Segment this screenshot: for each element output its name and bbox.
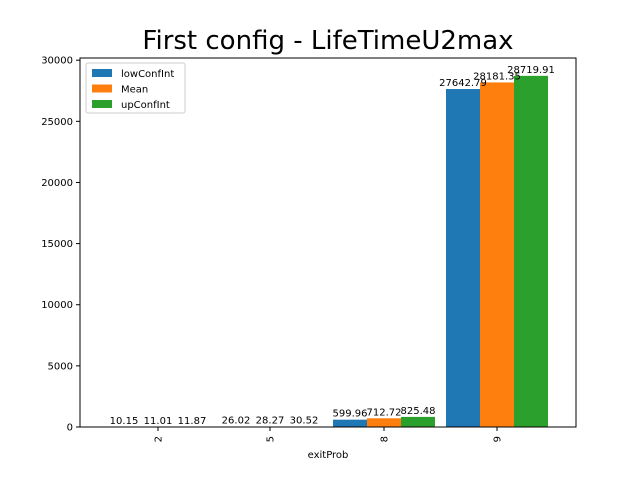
legend-swatch xyxy=(92,84,112,93)
bar xyxy=(333,419,367,427)
bar xyxy=(401,416,435,427)
y-tick-label: 5000 xyxy=(48,361,73,372)
y-tick-label: 10000 xyxy=(41,300,73,311)
bar xyxy=(367,418,401,427)
y-tick-label: 30000 xyxy=(41,56,73,67)
y-tick-label: 25000 xyxy=(41,117,73,128)
data-label: 825.48 xyxy=(401,406,436,417)
legend-entry: lowConfInt xyxy=(121,69,174,80)
x-tick-label: 2 xyxy=(154,436,165,442)
y-tick-label: 20000 xyxy=(41,178,73,189)
chart-title: First config - LifeTimeU2max xyxy=(142,26,513,56)
x-axis-label: exitProb xyxy=(308,450,349,461)
legend-entry: Mean xyxy=(121,85,148,96)
bar xyxy=(480,82,514,428)
legend: lowConfInt Mean upConfInt xyxy=(85,62,186,114)
data-label: 27642.79 xyxy=(439,78,487,89)
data-label: 28.27 xyxy=(256,416,285,427)
data-label: 11.87 xyxy=(178,416,207,427)
x-tick-label: 9 xyxy=(493,436,504,442)
y-tick-label: 15000 xyxy=(41,239,73,250)
legend-entry: upConfInt xyxy=(121,100,170,111)
data-label: 11.01 xyxy=(144,416,173,427)
data-label: 599.96 xyxy=(333,409,368,420)
data-label: 712.72 xyxy=(367,407,402,418)
data-label: 10.15 xyxy=(110,416,139,427)
legend-swatch xyxy=(92,69,112,77)
bar xyxy=(446,89,480,428)
legend-swatch xyxy=(92,100,112,108)
x-tick-label: 8 xyxy=(380,436,391,442)
plot-frame xyxy=(79,57,577,428)
bar xyxy=(514,75,548,428)
data-label: 28719.91 xyxy=(507,65,555,76)
data-label: 30.52 xyxy=(290,416,319,427)
plot-area: 0 5000 10000 15000 20000 25000 30000 10.15 11.01… xyxy=(41,56,555,443)
y-tick-label: 0 xyxy=(67,423,73,434)
data-label: 28181.35 xyxy=(473,71,521,82)
data-label: 26.02 xyxy=(222,416,251,427)
x-tick-label: 5 xyxy=(266,436,277,442)
